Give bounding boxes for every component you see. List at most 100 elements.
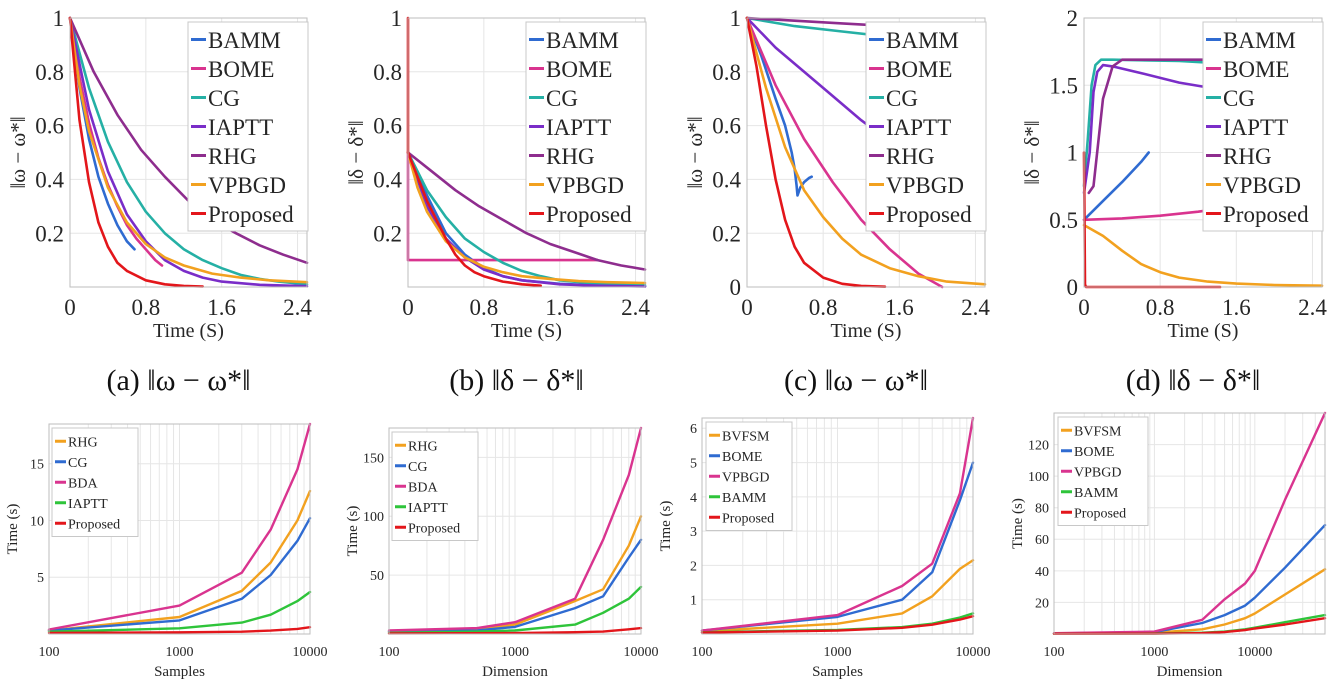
legend-label: BAMM bbox=[546, 28, 619, 53]
y-tick-label: 0.4 bbox=[712, 167, 741, 192]
series-line-cg bbox=[47, 517, 312, 632]
x-tick-label: 0 bbox=[741, 295, 753, 320]
x-tick-label: 10000 bbox=[624, 645, 659, 660]
y-tick-label: 2 bbox=[1067, 6, 1079, 31]
y-tick-label: 0 bbox=[730, 275, 742, 300]
y-tick-label: 2 bbox=[690, 559, 697, 574]
series-line-vpbgd bbox=[1082, 223, 1324, 288]
y-axis-label: ‖δ − δ*‖ bbox=[344, 120, 368, 184]
legend-box bbox=[1057, 416, 1149, 526]
legend-label: IAPTT bbox=[886, 115, 951, 140]
legend-label: BVFSM bbox=[1074, 424, 1122, 439]
legend-box bbox=[187, 21, 309, 232]
y-tick-label: 0.2 bbox=[35, 221, 64, 246]
legend-label: CG bbox=[886, 86, 918, 111]
series-line-proposed bbox=[406, 16, 543, 288]
legend-label: VPBGD bbox=[722, 470, 769, 485]
legend: BAMM BOME CG IAPTT RHG VPBGD Proposed bbox=[525, 21, 647, 232]
y-tick-label: 0.8 bbox=[35, 60, 64, 85]
legend-label: VPBGD bbox=[1074, 465, 1121, 480]
series-line-vpbgd bbox=[406, 151, 647, 285]
legend-label: BAMM bbox=[722, 491, 767, 506]
y-tick-label: 1 bbox=[391, 6, 403, 31]
series-line-vpbgd bbox=[700, 416, 975, 632]
x-tick-label: 1.6 bbox=[545, 295, 574, 320]
y-tick-label: 0.2 bbox=[373, 221, 402, 246]
y-tick-label: 5 bbox=[37, 571, 44, 586]
series-line-proposed bbox=[700, 615, 975, 634]
y-tick-label: 0.6 bbox=[373, 114, 402, 139]
chart-panel-g: 100 1000 10000 1 2 3 4 5 6 Samples Time (s) BVFSM BO… bbox=[658, 416, 991, 680]
y-axis-label: Time (s) bbox=[1010, 498, 1026, 549]
series-line-proposed bbox=[745, 16, 887, 289]
y-tick-label: 1 bbox=[1067, 141, 1079, 166]
series-line-bda bbox=[387, 426, 643, 632]
y-tick-label: 3 bbox=[690, 525, 697, 540]
y-tick-label: 10 bbox=[30, 514, 44, 529]
y-axis-label: ‖ω − ω*‖ bbox=[6, 116, 30, 188]
legend-label: Proposed bbox=[208, 202, 294, 227]
legend-label: BOME bbox=[722, 450, 762, 465]
legend-box bbox=[865, 21, 987, 232]
x-axis-label: Time (S) bbox=[153, 320, 224, 342]
legend-box bbox=[525, 21, 647, 232]
legend-label: RHG bbox=[68, 435, 98, 450]
legend-label: BOME bbox=[1223, 57, 1289, 82]
legend-label: CG bbox=[546, 86, 578, 111]
legend-label: BOME bbox=[1074, 445, 1114, 460]
series-line-rhg bbox=[406, 151, 647, 271]
y-tick-label: 15 bbox=[30, 458, 44, 473]
legend: BAMM BOME CG IAPTT RHG VPBGD Proposed bbox=[1202, 21, 1324, 232]
chart-panel-f: 100 1000 10000 50 100 150 Dimension Time (s) RHG… bbox=[345, 426, 659, 680]
x-axis-label: Time (S) bbox=[831, 320, 902, 342]
series-line-bvfsm bbox=[700, 559, 975, 633]
y-tick-label: 40 bbox=[1035, 565, 1049, 580]
x-axis-label: Dimension bbox=[1157, 664, 1223, 680]
chart-panel-h: 100 1000 10000 20 40 60 80 100 120 Dimension Time … bbox=[1010, 411, 1327, 680]
legend-label: Proposed bbox=[546, 202, 632, 227]
x-tick-label: 2.4 bbox=[283, 295, 312, 320]
y-tick-label: 1 bbox=[690, 594, 697, 609]
legend-label: IAPTT bbox=[408, 501, 448, 516]
legend-box bbox=[51, 427, 139, 537]
x-axis-label: Time (S) bbox=[1168, 320, 1239, 342]
legend-label: VPBGD bbox=[208, 173, 286, 198]
x-tick-label: 10000 bbox=[1237, 645, 1272, 660]
legend-label: RHG bbox=[208, 144, 257, 169]
legend-label: IAPTT bbox=[1223, 115, 1288, 140]
y-tick-label: 50 bbox=[370, 569, 384, 584]
legend-label: IAPTT bbox=[68, 497, 108, 512]
subfigure-caption: (c) ‖ω − ω*‖ bbox=[784, 364, 928, 397]
legend: BVFSM BOME VPBGD BAMM Proposed bbox=[1057, 416, 1149, 526]
y-axis-label: ‖δ − δ*‖ bbox=[1020, 120, 1044, 184]
y-tick-label: 1 bbox=[53, 6, 65, 31]
x-tick-label: 10000 bbox=[956, 645, 991, 660]
legend-label: VPBGD bbox=[1223, 173, 1301, 198]
y-tick-label: 80 bbox=[1035, 502, 1049, 517]
x-tick-label: 0.8 bbox=[469, 295, 498, 320]
y-axis-label: Time (s) bbox=[5, 504, 21, 555]
legend-label: Proposed bbox=[1223, 202, 1309, 227]
legend-label: Proposed bbox=[722, 511, 774, 526]
y-tick-label: 0.6 bbox=[35, 114, 64, 139]
series-line-vpbgd bbox=[745, 16, 987, 286]
legend-label: IAPTT bbox=[546, 115, 611, 140]
legend: BAMM BOME CG IAPTT RHG VPBGD Proposed bbox=[865, 21, 987, 232]
y-tick-label: 100 bbox=[1028, 470, 1049, 485]
x-tick-label: 0.8 bbox=[809, 295, 838, 320]
legend-label: BVFSM bbox=[722, 429, 770, 444]
legend-label: VPBGD bbox=[546, 173, 624, 198]
x-tick-label: 0 bbox=[64, 295, 76, 320]
x-tick-label: 100 bbox=[1044, 645, 1065, 660]
legend-label: IAPTT bbox=[208, 115, 273, 140]
legend-label: BOME bbox=[886, 57, 952, 82]
chart-panel-c: 0 0.8 1.6 2.4 0 0.2 0.4 0.6 0.8 1 Time (S) ‖ω − ω*‖… bbox=[683, 6, 990, 397]
x-tick-label: 0.8 bbox=[1146, 295, 1175, 320]
axes-frame bbox=[1053, 412, 1326, 635]
legend-label: CG bbox=[408, 460, 427, 475]
subfigure-caption: (a) ‖ω − ω*‖ bbox=[106, 364, 250, 397]
subfigure-caption: (d) ‖δ − δ*‖ bbox=[1126, 364, 1261, 397]
y-axis-label: ‖ω − ω*‖ bbox=[683, 116, 707, 188]
y-tick-label: 120 bbox=[1028, 438, 1049, 453]
